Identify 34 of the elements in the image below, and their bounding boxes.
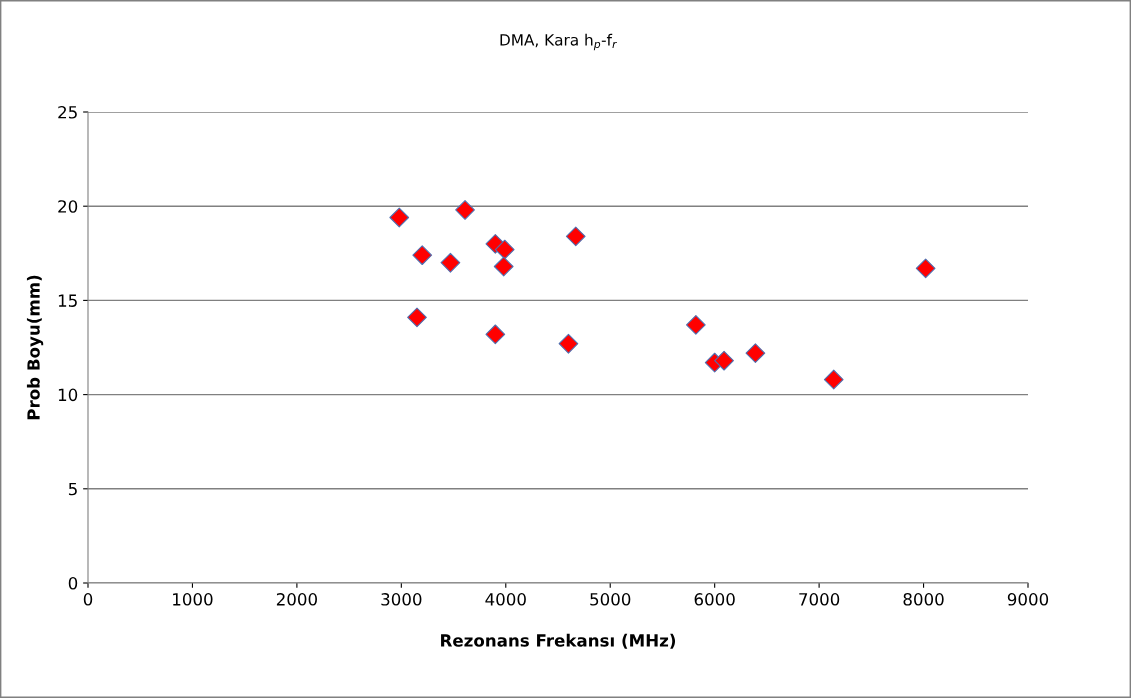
y-tick-label: 25: [58, 105, 77, 119]
point: [494, 239, 515, 260]
x-tick-label: 7000: [799, 593, 840, 606]
y-axis-title: Prob Boyu(mm): [26, 275, 44, 420]
y-tick-label: 5: [68, 482, 77, 496]
x-axis-title: Rezonans Frekansı (MHz): [441, 633, 676, 649]
point: [823, 369, 844, 390]
x-tick-label: 8000: [903, 593, 944, 606]
y-tick-label: 15: [58, 294, 77, 307]
point: [745, 343, 766, 364]
point: [558, 333, 579, 354]
point: [412, 245, 433, 266]
x-tick-label: 1000: [173, 593, 213, 606]
point: [565, 226, 586, 247]
x-tick-label: 5000: [590, 593, 631, 606]
x-tick-label: 6000: [694, 593, 735, 606]
x-tick-label: 2000: [276, 593, 317, 606]
point: [407, 307, 427, 328]
x-tick-label: 0: [83, 593, 93, 606]
point: [440, 252, 461, 273]
point: [485, 324, 506, 345]
point: [685, 315, 706, 335]
y-tick-label: 0: [68, 576, 78, 590]
point: [389, 207, 410, 228]
y-tick-label: 20: [58, 200, 78, 213]
point: [915, 258, 936, 279]
x-tick-label: 3000: [381, 593, 422, 606]
point: [714, 350, 734, 371]
chart-title: DMA, Kara h$_{p}$-f$_{r}$: [500, 33, 618, 51]
x-tick-label: 9000: [1007, 593, 1049, 606]
point: [493, 256, 514, 277]
point: [455, 200, 475, 220]
y-tick-label: 10: [58, 388, 78, 402]
x-tick-label: 4000: [485, 593, 526, 606]
